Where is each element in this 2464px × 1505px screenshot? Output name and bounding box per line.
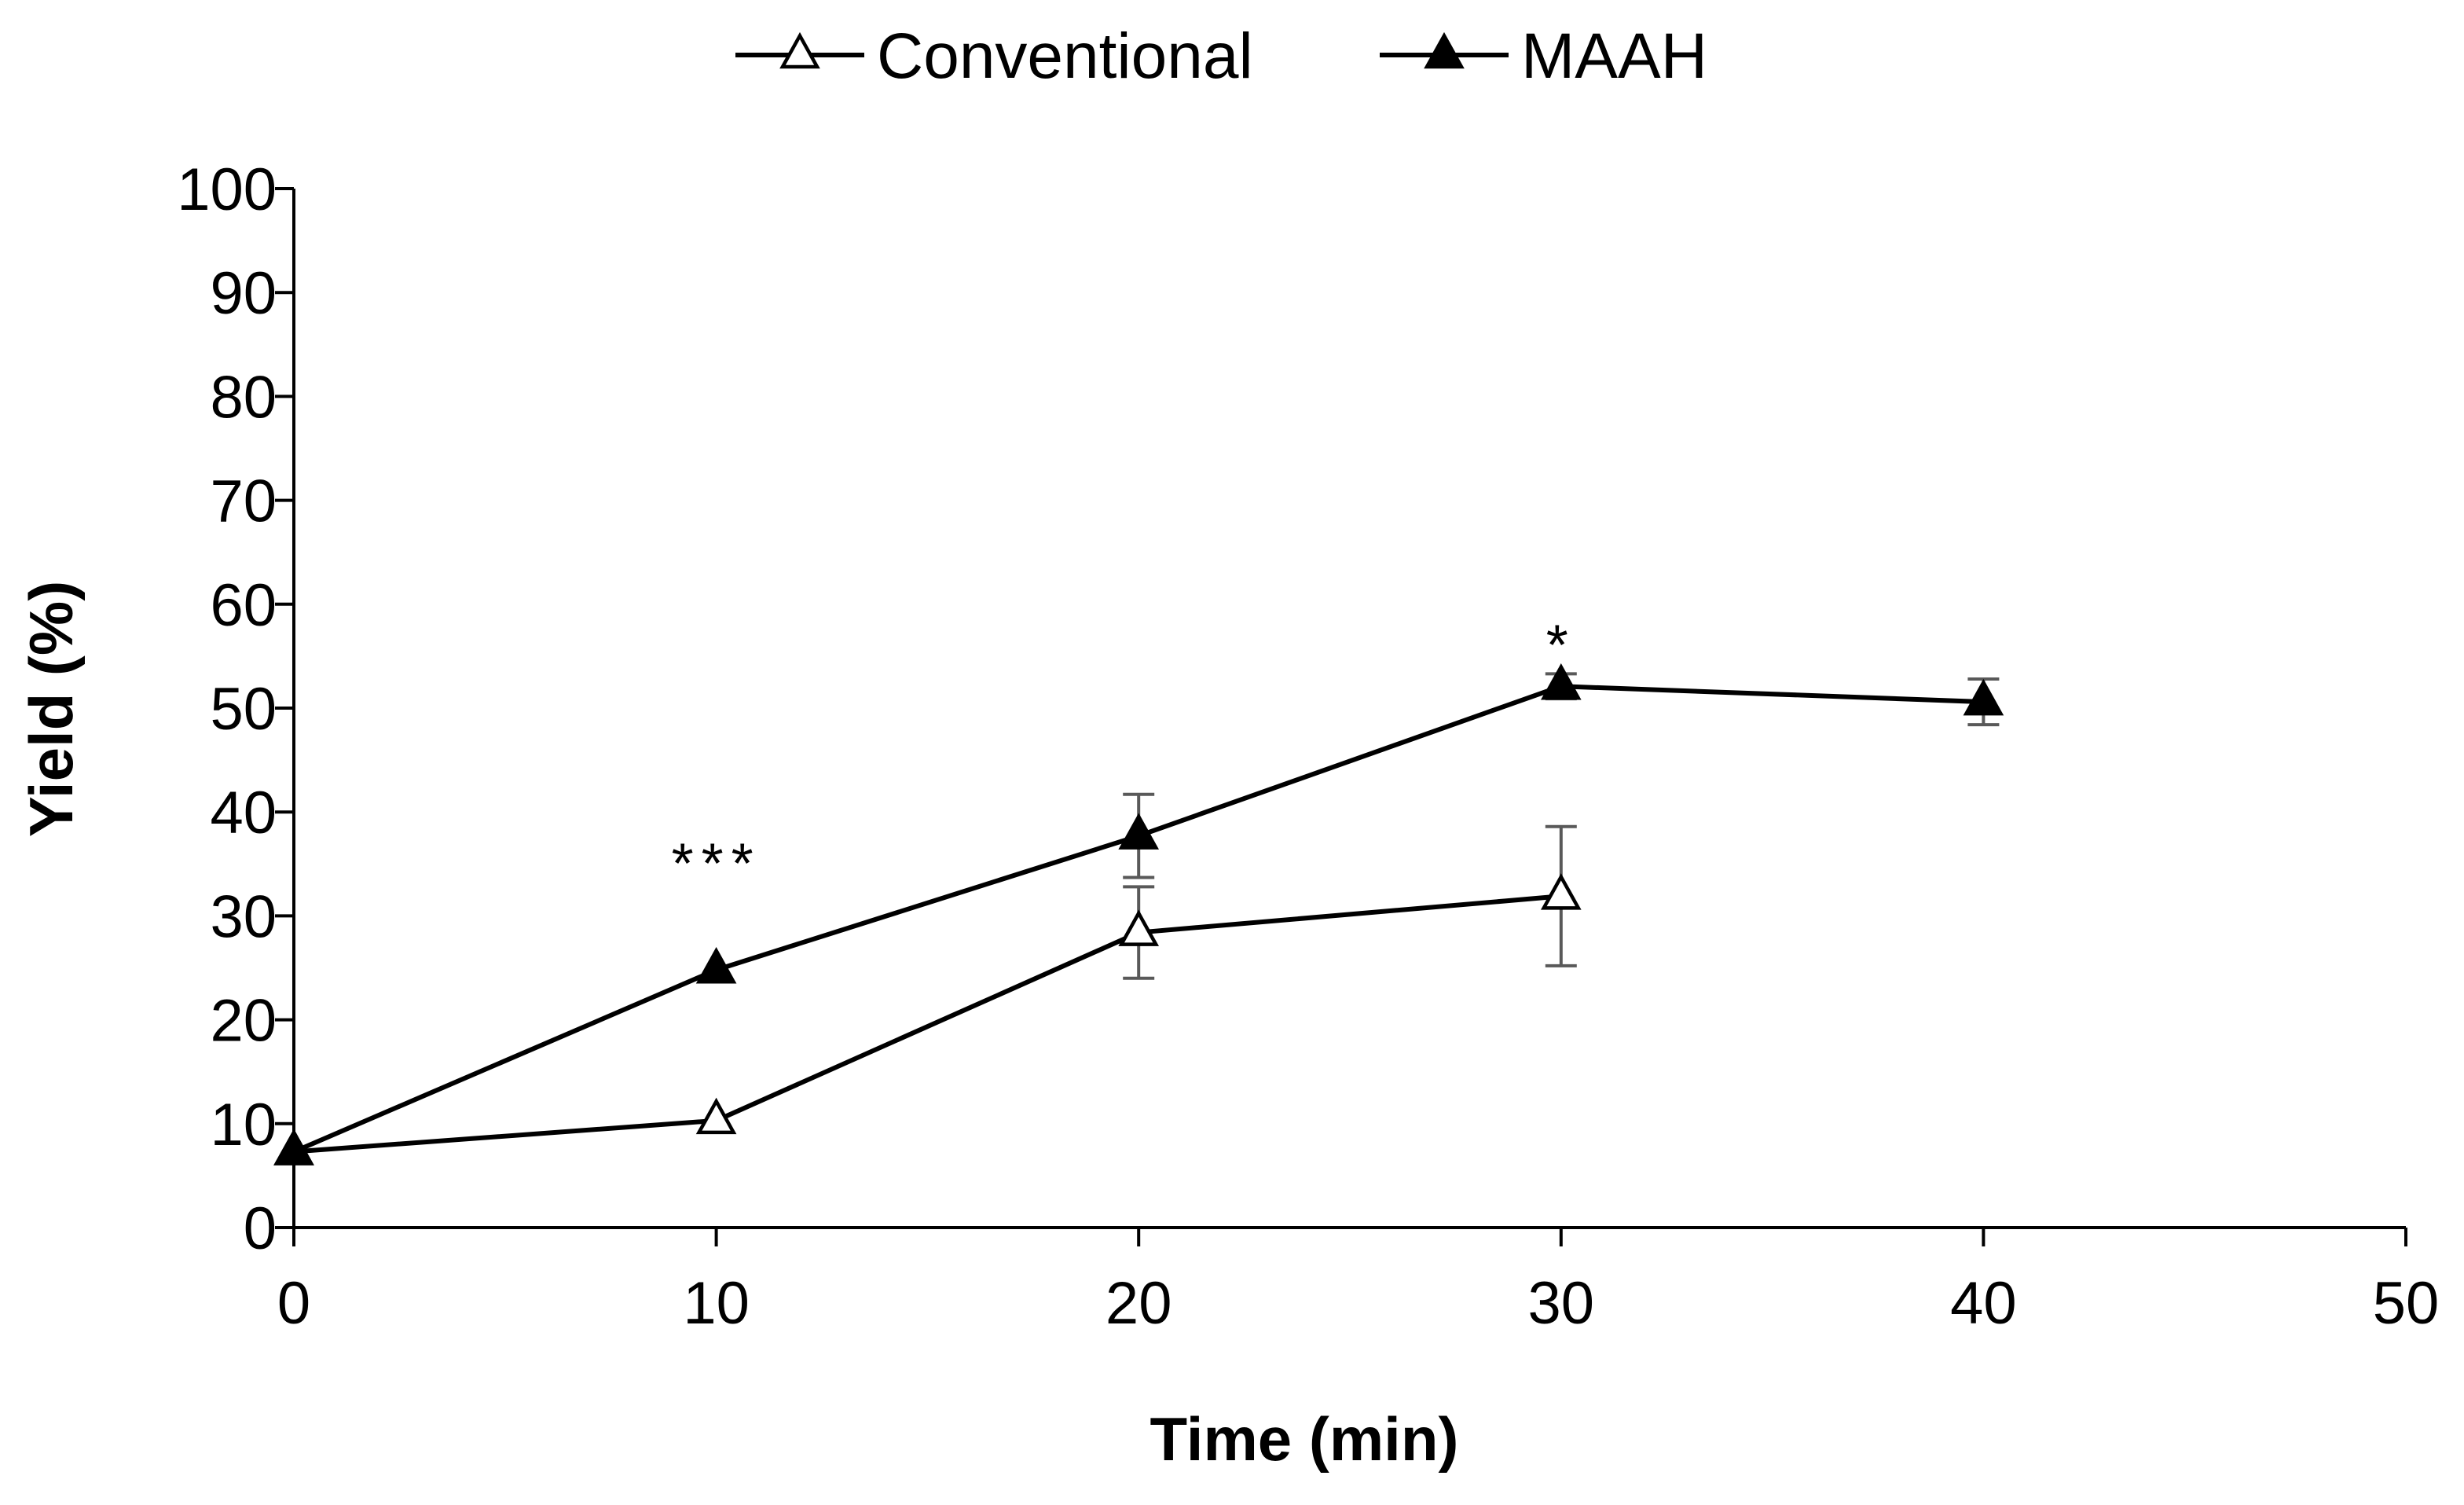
y-tick-label: 30 <box>210 883 277 950</box>
axes: 0 10 20 30 40 50 60 70 80 90 100 0 10 20 30 40 50 <box>177 156 2439 1337</box>
data-point-maah <box>1540 663 1582 700</box>
significance-marker: * <box>1546 615 1576 677</box>
legend: Conventional MAAH <box>735 20 1707 92</box>
y-tick-label: 50 <box>210 676 277 743</box>
x-tick-label: 50 <box>2373 1270 2440 1337</box>
y-tick-label: 10 <box>210 1092 277 1158</box>
x-tick-label: 0 <box>277 1270 310 1337</box>
y-tick-label: 60 <box>210 572 277 639</box>
legend-label-conventional: Conventional <box>877 20 1253 92</box>
y-tick-label: 40 <box>210 780 277 846</box>
data-point-maah <box>695 946 737 984</box>
x-tick-label: 20 <box>1106 1270 1172 1337</box>
x-tick-label: 10 <box>683 1270 750 1337</box>
data-point-maah <box>273 1129 314 1165</box>
y-tick-label: 90 <box>210 260 277 327</box>
x-axis-title: Time (min) <box>1150 1404 1459 1474</box>
significance-annotations: **** <box>672 615 1576 896</box>
significance-marker: *** <box>672 832 761 895</box>
data-point-conventional <box>1540 873 1582 910</box>
x-tick-label: 30 <box>1528 1270 1595 1337</box>
legend-marker-conventional <box>779 31 820 69</box>
y-axis-title: Yield (%) <box>16 581 86 837</box>
y-tick-label: 80 <box>210 364 277 431</box>
data-point-maah <box>1963 678 2004 716</box>
y-tick-label: 70 <box>210 468 277 535</box>
legend-label-maah: MAAH <box>1521 20 1707 92</box>
data-point-conventional <box>1118 909 1160 946</box>
x-tick-label: 40 <box>1950 1270 2017 1337</box>
data-point-conventional <box>695 1097 737 1135</box>
y-tick-label: 20 <box>210 988 277 1055</box>
data-series <box>273 663 2004 1165</box>
y-tick-label: 100 <box>177 156 277 223</box>
series-line-conventional <box>293 894 1562 1154</box>
y-tick-label: 0 <box>244 1195 277 1262</box>
legend-marker-maah <box>1424 31 1465 69</box>
data-point-maah <box>1118 813 1160 850</box>
error-bars <box>1123 672 2000 980</box>
